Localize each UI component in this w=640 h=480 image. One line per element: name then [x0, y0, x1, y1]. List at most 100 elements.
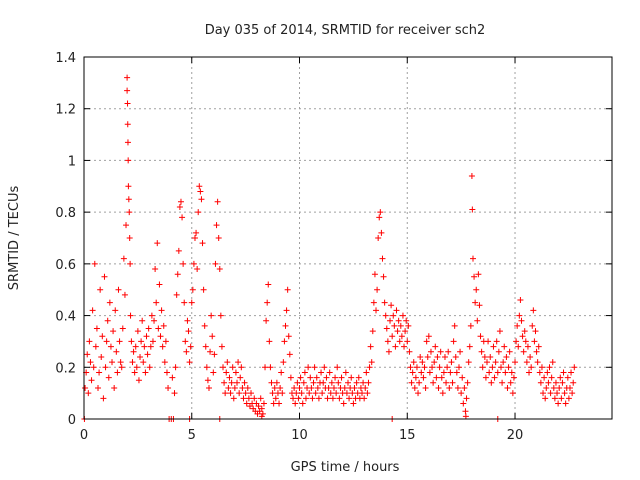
data-point [561, 390, 568, 397]
data-point [549, 359, 556, 366]
data-point [278, 369, 285, 376]
data-point [367, 343, 374, 350]
x-tick-label: 20 [507, 428, 524, 443]
data-point [111, 384, 118, 391]
data-point [172, 364, 179, 371]
data-point [334, 364, 341, 371]
data-point [193, 229, 200, 236]
data-point [187, 343, 194, 350]
data-point [133, 364, 140, 371]
data-point [245, 395, 252, 402]
data-point [226, 374, 233, 381]
data-point [559, 379, 566, 386]
data-point [295, 395, 302, 402]
data-point [109, 359, 116, 366]
data-point [158, 307, 165, 314]
data-point [223, 369, 230, 376]
data-point [327, 390, 334, 397]
data-point [139, 317, 146, 324]
data-point [412, 374, 419, 381]
data-point [207, 348, 214, 355]
data-point [183, 348, 190, 355]
data-point [101, 273, 108, 280]
data-point [255, 403, 262, 410]
data-point [312, 390, 319, 397]
data-point [455, 364, 462, 371]
data-point [513, 338, 520, 345]
data-point [257, 395, 264, 402]
data-point [522, 338, 529, 345]
data-point [307, 374, 314, 381]
data-point [107, 343, 114, 350]
data-point [173, 291, 180, 298]
data-point [490, 343, 497, 350]
data-point [260, 400, 267, 407]
data-point [85, 390, 92, 397]
data-point [93, 325, 100, 332]
data-point [306, 390, 313, 397]
data-point [432, 343, 439, 350]
data-point [115, 286, 122, 293]
data-point [492, 359, 499, 366]
data-point [554, 390, 561, 397]
data-point [506, 348, 513, 355]
data-point [195, 209, 202, 216]
data-point [184, 317, 191, 324]
data-point [550, 384, 557, 391]
data-point [202, 343, 209, 350]
data-point [99, 333, 106, 340]
data-point [364, 390, 371, 397]
data-point [450, 338, 457, 345]
data-point [140, 359, 147, 366]
data-point [461, 384, 468, 391]
data-point [189, 286, 196, 293]
data-point [198, 196, 205, 203]
data-point [555, 400, 562, 407]
data-point [143, 333, 150, 340]
y-tick-label: 1.2 [55, 103, 76, 118]
data-point [188, 299, 195, 306]
data-point [132, 343, 139, 350]
data-point [359, 390, 366, 397]
data-point [302, 395, 309, 402]
data-point [89, 307, 96, 314]
data-point [476, 302, 483, 309]
data-point [373, 307, 380, 314]
data-point [482, 374, 489, 381]
data-point [280, 359, 287, 366]
data-point [218, 343, 225, 350]
data-point [125, 196, 132, 203]
data-point [350, 400, 357, 407]
data-point [82, 384, 89, 391]
data-point [311, 364, 318, 371]
data-point [387, 317, 394, 324]
data-point [90, 364, 97, 371]
data-point [516, 312, 523, 319]
data-point [409, 369, 416, 376]
data-point [473, 286, 480, 293]
data-point [117, 359, 124, 366]
data-point [116, 338, 123, 345]
data-point [443, 379, 450, 386]
data-point [282, 322, 289, 329]
data-point [430, 379, 437, 386]
data-point [375, 235, 382, 241]
data-point [543, 384, 550, 391]
data-point [281, 338, 288, 345]
data-point [105, 374, 112, 381]
data-point [87, 359, 94, 366]
data-point [401, 343, 408, 350]
data-point [248, 390, 255, 397]
x-tick-label: 5 [188, 428, 196, 443]
data-point [142, 369, 149, 376]
data-point [146, 364, 153, 371]
data-point [571, 364, 578, 371]
data-point [468, 172, 475, 179]
data-point [528, 364, 535, 371]
data-point [271, 384, 278, 391]
data-point [465, 359, 472, 366]
data-point [466, 343, 473, 350]
data-point [363, 369, 370, 376]
data-point [156, 281, 163, 288]
